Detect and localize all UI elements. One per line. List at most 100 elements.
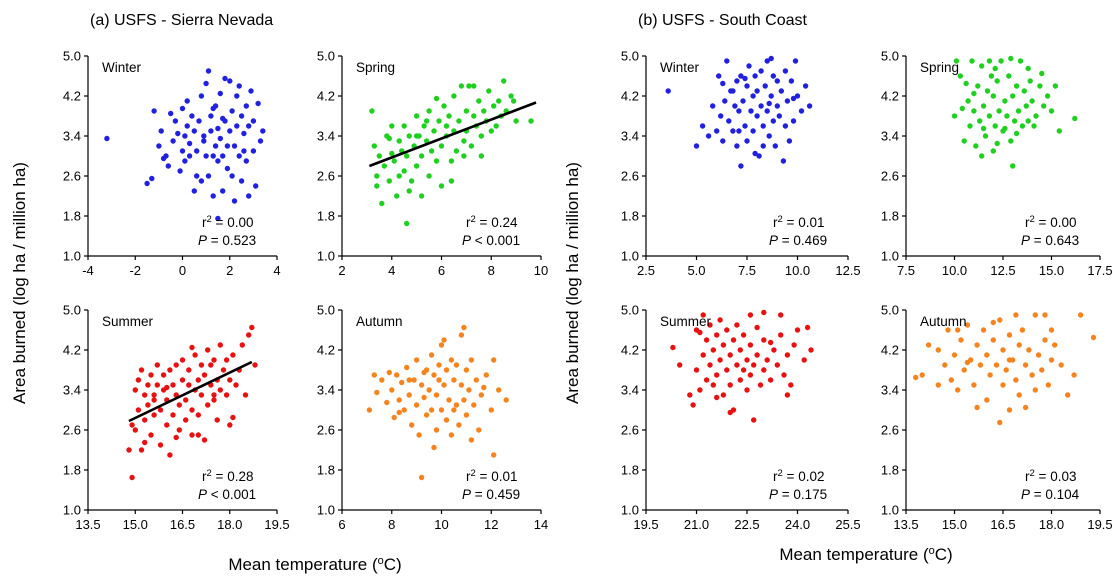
data-point: [230, 414, 236, 421]
data-point: [241, 130, 247, 137]
data-point: [491, 103, 497, 109]
data-point: [1022, 404, 1029, 411]
x-tick-label: 12.5: [835, 263, 860, 278]
data-point: [151, 108, 157, 114]
data-point: [496, 98, 502, 104]
data-point: [754, 324, 760, 331]
data-point: [229, 108, 235, 114]
data-point: [751, 417, 757, 423]
data-point: [236, 83, 242, 89]
data-point: [1039, 367, 1045, 373]
data-point: [977, 362, 984, 368]
data-point: [451, 377, 457, 383]
data-point: [955, 387, 961, 393]
p-value-label: P = 0.175: [769, 487, 827, 502]
p-operator: =: [1030, 487, 1045, 502]
data-point: [963, 80, 969, 87]
y-axis-title-b: Area burned (log ha / million ha): [563, 162, 582, 404]
data-point: [1056, 128, 1063, 134]
y-tick-label: 3.4: [881, 129, 899, 144]
data-point: [770, 73, 776, 79]
data-point: [1039, 70, 1045, 77]
data-point: [984, 397, 990, 403]
data-point: [501, 78, 507, 84]
x-tick-label: 0: [179, 263, 186, 278]
data-point: [961, 367, 967, 373]
data-point: [774, 362, 780, 368]
data-point: [986, 58, 993, 64]
data-point: [167, 452, 173, 458]
data-point: [413, 133, 420, 139]
data-point: [1065, 392, 1071, 398]
data-point: [423, 412, 430, 418]
data-point: [913, 374, 919, 381]
data-point: [438, 183, 445, 189]
r-squared-value: 0.00: [227, 215, 253, 230]
data-point: [762, 83, 768, 89]
data-point: [104, 135, 110, 142]
data-point: [1048, 108, 1055, 114]
x-tick-label: 10.0: [785, 263, 810, 278]
y-tick-label: 1.8: [621, 209, 639, 224]
data-point: [1006, 407, 1013, 413]
data-point: [1000, 382, 1006, 388]
data-point: [1006, 357, 1013, 363]
data-point: [980, 327, 987, 333]
x-tick-label: 15.0: [1039, 263, 1064, 278]
y-tick-label: 1.0: [621, 249, 639, 264]
data-point: [170, 138, 176, 144]
data-point: [971, 108, 977, 114]
data-point: [170, 412, 176, 418]
data-point: [423, 118, 430, 124]
data-point: [409, 422, 415, 428]
p-value-label: P = 0.459: [462, 487, 520, 502]
x-tick-label: 5.0: [687, 263, 705, 278]
data-point: [151, 397, 157, 403]
data-point: [201, 437, 208, 443]
data-point: [508, 93, 514, 99]
y-tick-label: 5.0: [63, 303, 81, 318]
p-operator: <: [207, 487, 222, 502]
data-point: [794, 327, 801, 333]
data-point: [431, 444, 437, 451]
data-point: [761, 367, 767, 373]
r-squared-value: 0.02: [798, 469, 824, 484]
data-point: [396, 409, 402, 416]
data-point: [461, 153, 467, 159]
data-point: [379, 377, 385, 383]
data-point: [740, 367, 747, 373]
x-tick-label: 10.0: [942, 263, 967, 278]
x-tick-label: 8: [388, 517, 395, 532]
data-point: [756, 153, 762, 159]
y-tick-label: 1.8: [63, 209, 81, 224]
data-point: [707, 322, 713, 328]
data-point: [742, 123, 748, 129]
r-squared-label: r2 = 0.01: [466, 468, 517, 485]
data-point: [194, 173, 200, 179]
data-point: [971, 90, 977, 97]
data-point: [1033, 113, 1039, 119]
data-point: [428, 407, 435, 413]
data-point: [231, 143, 238, 149]
x-tick-label: 19.5: [633, 517, 658, 532]
data-point: [710, 382, 716, 388]
data-point: [734, 143, 740, 149]
data-point: [788, 78, 795, 84]
data-point: [205, 173, 212, 179]
data-point: [724, 58, 730, 64]
data-point: [157, 442, 164, 448]
p-operator: =: [778, 487, 793, 502]
data-point: [394, 193, 400, 199]
data-point: [167, 367, 173, 373]
data-point: [687, 392, 693, 398]
x-tick-label: 21.0: [684, 517, 709, 532]
data-point: [418, 193, 425, 199]
regression-line: [368, 101, 537, 168]
data-point: [1029, 98, 1035, 104]
data-point: [374, 389, 380, 396]
data-point: [246, 123, 252, 129]
data-point: [720, 138, 726, 144]
data-point: [227, 128, 233, 134]
data-point: [1023, 103, 1029, 109]
data-point: [468, 357, 475, 363]
